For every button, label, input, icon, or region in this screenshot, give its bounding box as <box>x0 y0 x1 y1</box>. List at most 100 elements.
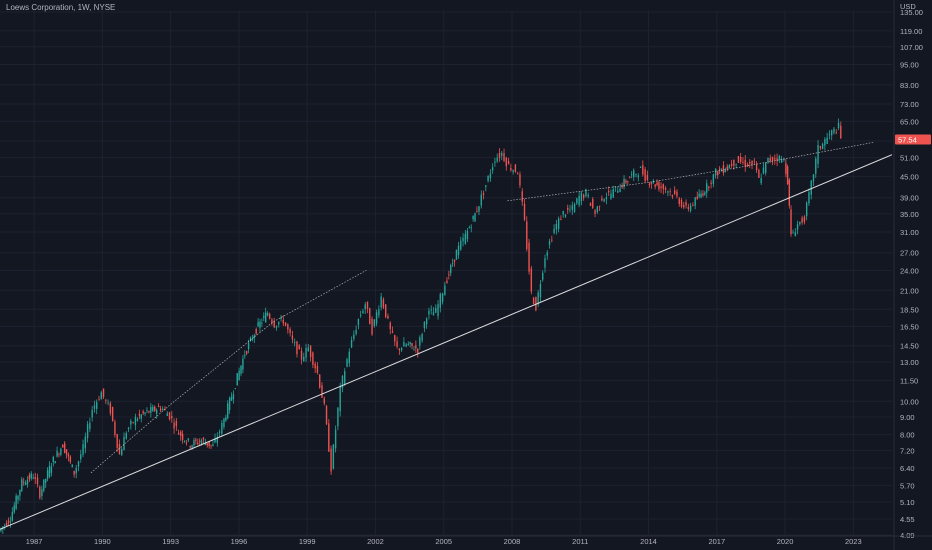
candle-body <box>264 312 267 323</box>
x-tick-label: 1990 <box>94 537 111 546</box>
candle-body <box>278 321 280 325</box>
candle-body <box>107 402 109 404</box>
candle-body <box>26 479 29 485</box>
candle-body <box>249 337 252 341</box>
candle-body <box>198 440 201 442</box>
candle-body <box>564 214 567 217</box>
y-tick-label: 8.00 <box>900 431 915 440</box>
candle-body <box>654 184 656 187</box>
candle-body <box>0 528 2 532</box>
candle-body <box>619 188 621 193</box>
candle-body <box>733 159 735 166</box>
candle-body <box>114 421 116 435</box>
candle-body <box>780 159 783 163</box>
candle-body <box>11 512 14 521</box>
candle-body <box>468 227 471 229</box>
candle-body <box>769 157 771 161</box>
candle-body <box>516 173 519 175</box>
candle-body <box>767 157 769 163</box>
y-tick-label: 24.00 <box>900 266 919 275</box>
candle-body <box>157 405 160 408</box>
candle-body <box>225 417 227 421</box>
candle-body <box>689 205 692 211</box>
candle-body <box>175 420 178 427</box>
candle-body <box>480 194 482 206</box>
candle-body <box>687 206 690 209</box>
candle-body <box>30 473 32 479</box>
candle-body <box>378 309 380 316</box>
y-tick-label: 51.00 <box>900 154 919 163</box>
candle-body <box>542 272 544 280</box>
candle-body <box>512 170 514 172</box>
candle-body <box>423 321 426 329</box>
candle-body <box>242 358 244 370</box>
candle-body <box>496 157 498 162</box>
candle-body <box>840 125 842 139</box>
candle-body <box>193 440 195 446</box>
candle-body <box>755 164 758 171</box>
candle-body <box>268 313 271 319</box>
candle-body <box>498 152 501 158</box>
candle-body <box>232 394 235 400</box>
candle-body <box>765 162 767 174</box>
candle-body <box>50 466 53 473</box>
candle-body <box>646 175 649 180</box>
candle-body <box>118 443 121 455</box>
candle-body <box>450 265 452 274</box>
support-trendline <box>0 154 893 530</box>
candle-body <box>355 329 357 334</box>
candle-body <box>375 312 378 324</box>
candle-body <box>289 328 291 333</box>
x-tick-label: 2023 <box>845 537 862 546</box>
candle-body <box>714 168 717 176</box>
candle-body <box>238 370 240 381</box>
candle-body <box>623 178 625 188</box>
candle-body <box>321 385 323 398</box>
candle-body <box>251 338 254 340</box>
y-tick-label: 6.40 <box>900 464 915 473</box>
candle-body <box>15 495 17 509</box>
candle-body <box>760 178 762 184</box>
candle-body <box>332 444 335 469</box>
currency-label: USD <box>900 2 916 11</box>
candle-body <box>430 309 432 311</box>
candle-body <box>291 335 294 340</box>
candle-body <box>489 173 492 179</box>
candle-body <box>223 418 225 427</box>
candle-body <box>817 145 819 164</box>
candle-body <box>607 191 610 193</box>
candle-body <box>749 162 751 164</box>
candle-body <box>39 486 41 498</box>
candle-body <box>189 446 191 448</box>
candle-body <box>7 520 10 523</box>
candle-body <box>720 170 723 172</box>
candle-body <box>63 443 66 453</box>
candle-body <box>362 311 364 314</box>
x-tick-label: 2011 <box>572 537 588 546</box>
candle-body <box>325 405 328 425</box>
candle-body <box>633 170 635 178</box>
candle-body <box>273 321 275 328</box>
candle-body <box>696 196 698 199</box>
candle-body <box>373 319 376 327</box>
candle-body <box>519 174 521 186</box>
candle-body <box>353 334 355 340</box>
candle-body <box>783 159 785 160</box>
candle-body <box>528 242 530 272</box>
candle-body <box>546 252 548 256</box>
candle-body <box>805 202 808 217</box>
candle-body <box>592 198 594 208</box>
y-tick-label: 95.00 <box>900 61 919 70</box>
candle-body <box>507 160 510 165</box>
candle-body <box>605 197 608 200</box>
candle-body <box>776 158 778 162</box>
candle-body <box>261 322 263 324</box>
candle-body <box>660 186 662 188</box>
candle-body <box>296 341 298 355</box>
candle-body <box>46 470 49 479</box>
candle-body <box>415 345 417 349</box>
candle-body <box>136 418 139 421</box>
candle-body <box>744 159 746 167</box>
candle-body <box>455 249 458 260</box>
